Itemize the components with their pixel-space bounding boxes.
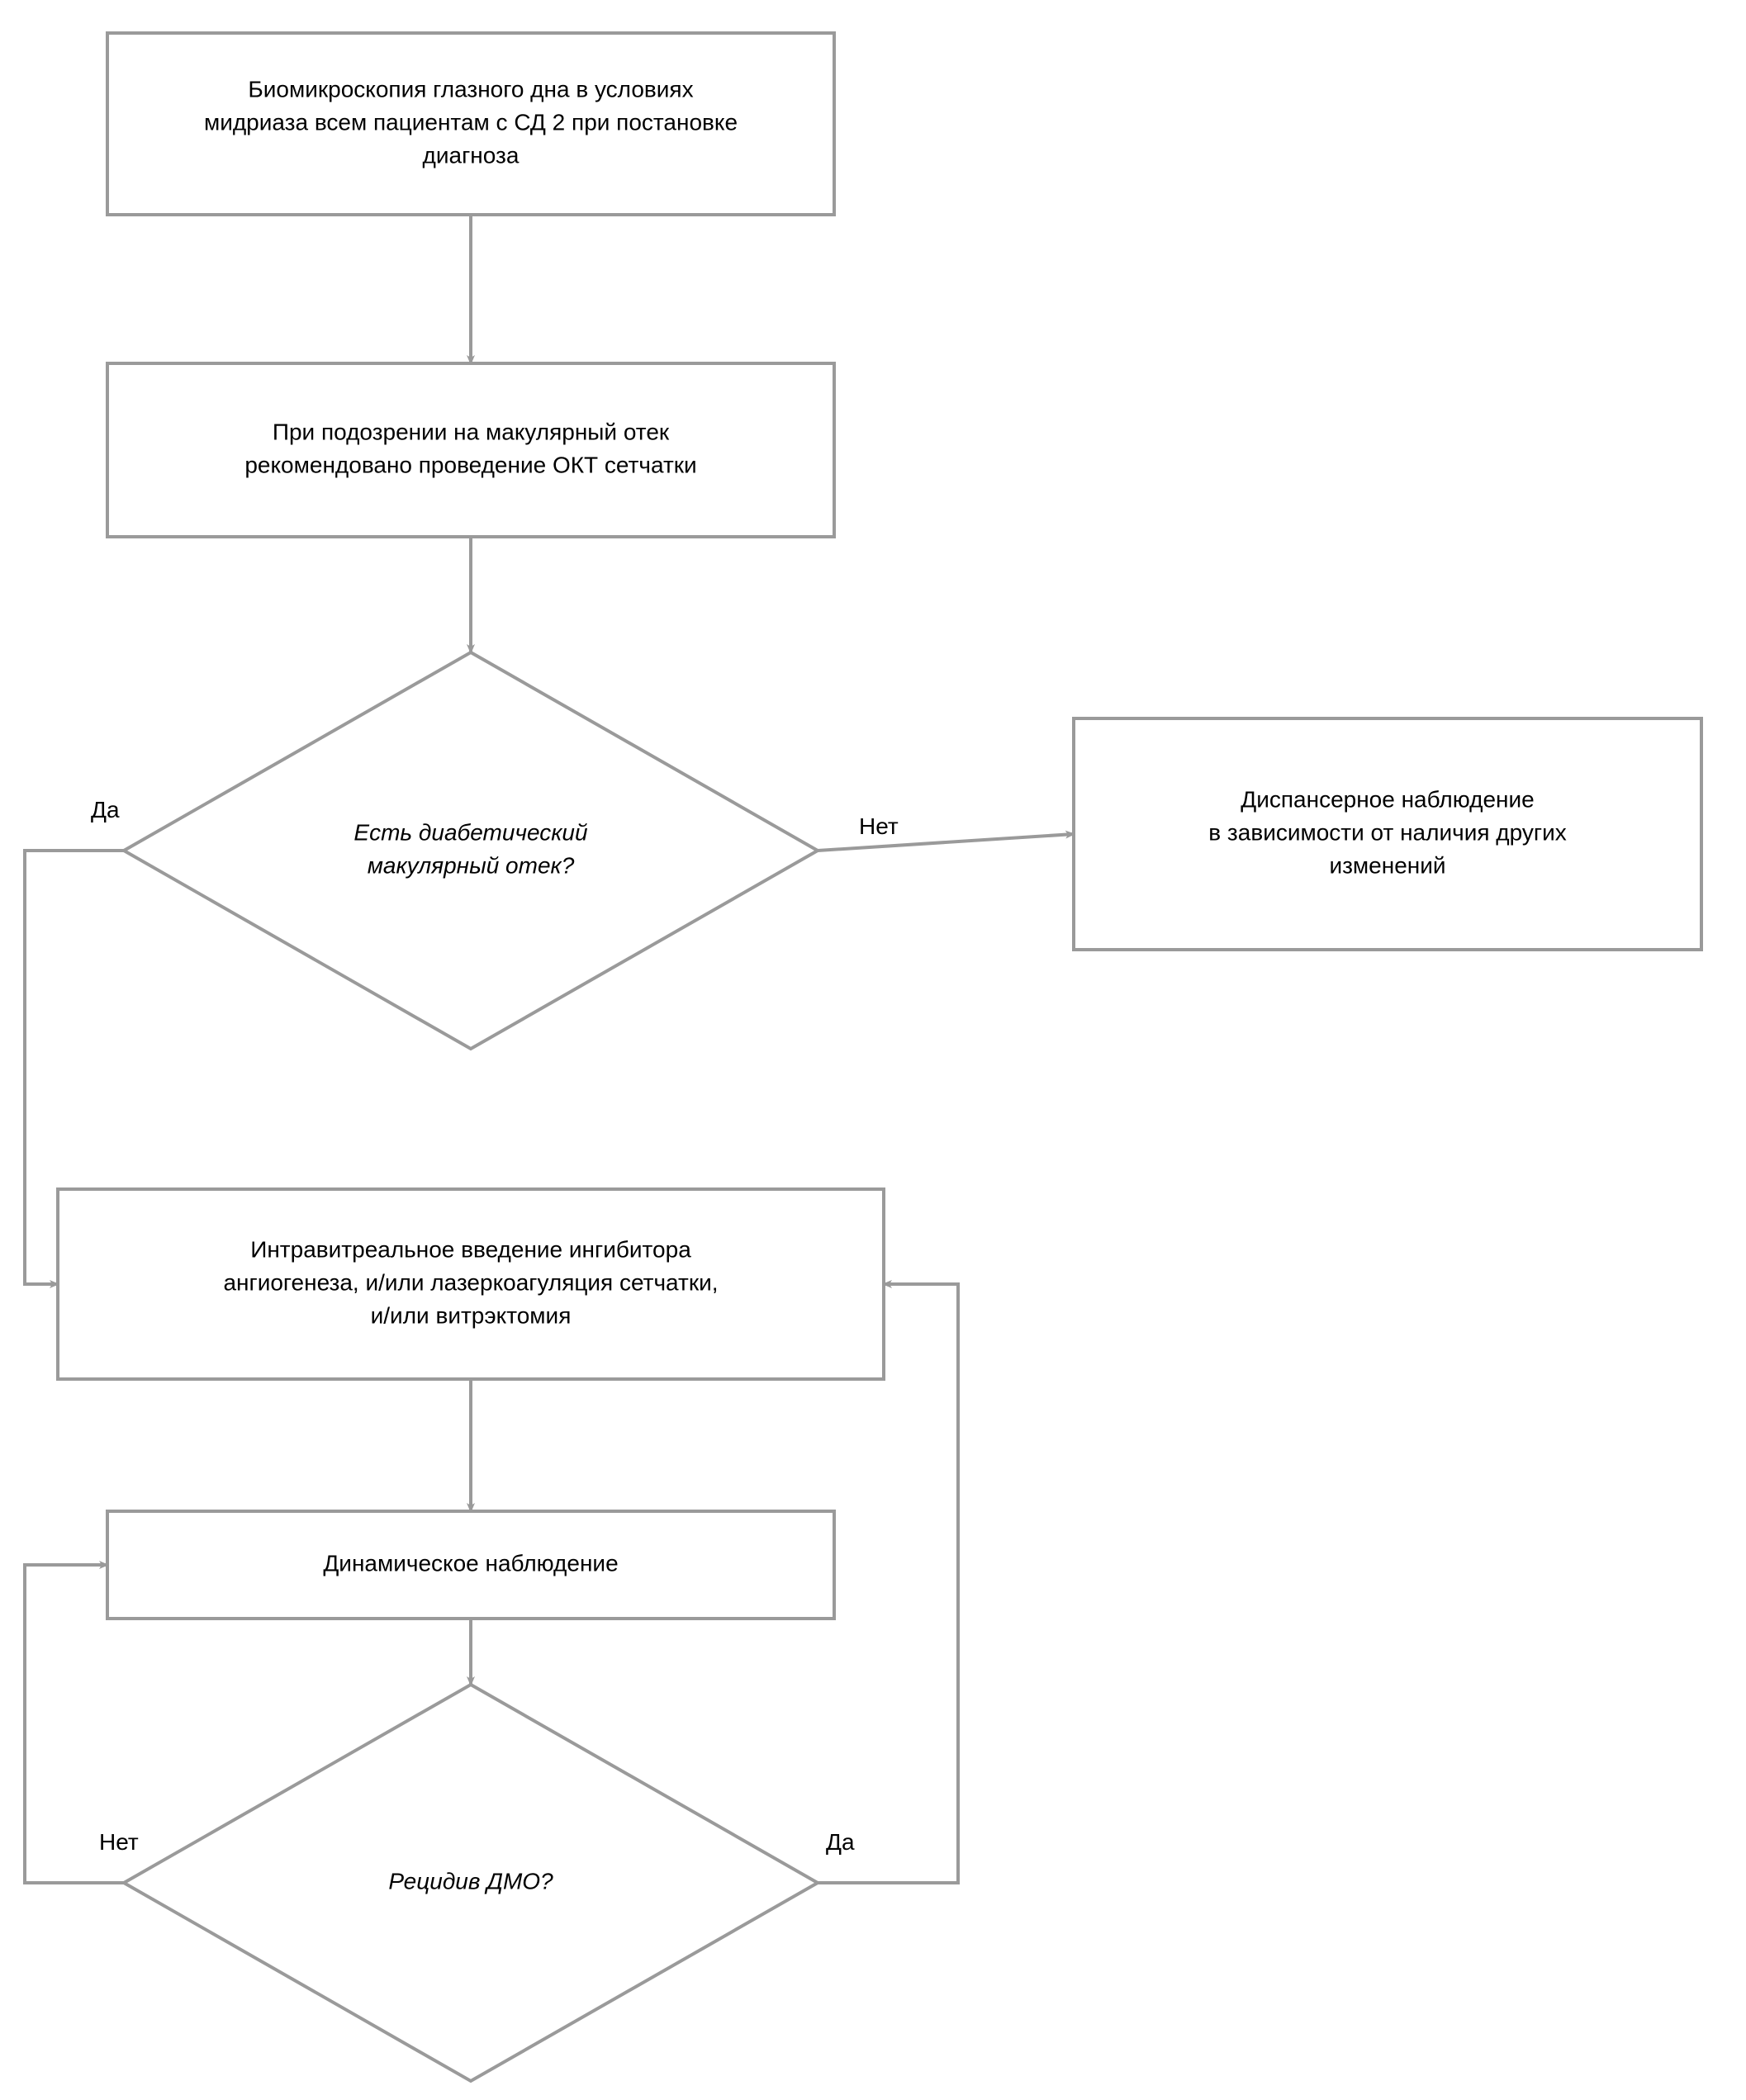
node-n3: Диспансерное наблюдение в зависимости от … (1074, 718, 1701, 950)
edge-3-label: Да (91, 797, 120, 822)
node-n2-text-0: При подозрении на макулярный отек (273, 419, 670, 444)
node-n5-text-0: Динамическое наблюдение (323, 1550, 618, 1576)
node-n4-text-2: и/или витрэктомия (371, 1302, 572, 1328)
node-n3-text-1: в зависимости от наличия других (1208, 819, 1566, 845)
node-d1: Есть диабетический макулярный отек? (124, 652, 818, 1049)
node-n1-text-1: мидриаза всем пациентам с СД 2 при поста… (204, 109, 738, 135)
node-n2: При подозрении на макулярный отек рекомен… (107, 363, 834, 537)
node-n5: Динамическое наблюдение (107, 1511, 834, 1619)
edge-2-label: Нет (859, 813, 899, 839)
node-n4-text-0: Интравитреальное введение ингибитора (250, 1236, 691, 1262)
node-n3-text-0: Диспансерное наблюдение (1241, 786, 1534, 812)
node-n1-text-0: Биомикроскопия глазного дна в условиях (248, 76, 693, 102)
node-n1-text-2: диагноза (423, 142, 520, 168)
node-n2-text-1: рекомендовано проведение ОКТ сетчатки (244, 452, 696, 477)
node-d1-text-0: Есть диабетический (353, 819, 588, 845)
node-n4-text-1: ангиогенеза, и/или лазеркоагуляция сетча… (223, 1269, 718, 1295)
node-d2: Рецидив ДМО? (124, 1685, 818, 2081)
edge-7-label: Да (826, 1829, 855, 1855)
node-n1: Биомикроскопия глазного дна в условиях ми… (107, 33, 834, 215)
edge-2: Нет (818, 813, 1074, 851)
node-n3-text-2: изменений (1329, 852, 1445, 878)
node-d2-text-0: Рецидив ДМО? (388, 1868, 553, 1894)
flowchart-canvas: Биомикроскопия глазного дна в условиях ми… (0, 0, 1746, 2100)
edge-6-label: Нет (99, 1829, 139, 1855)
node-n4: Интравитреальное введение ингибитора анги… (58, 1189, 884, 1379)
node-d1-text-1: макулярный отек? (368, 852, 575, 878)
